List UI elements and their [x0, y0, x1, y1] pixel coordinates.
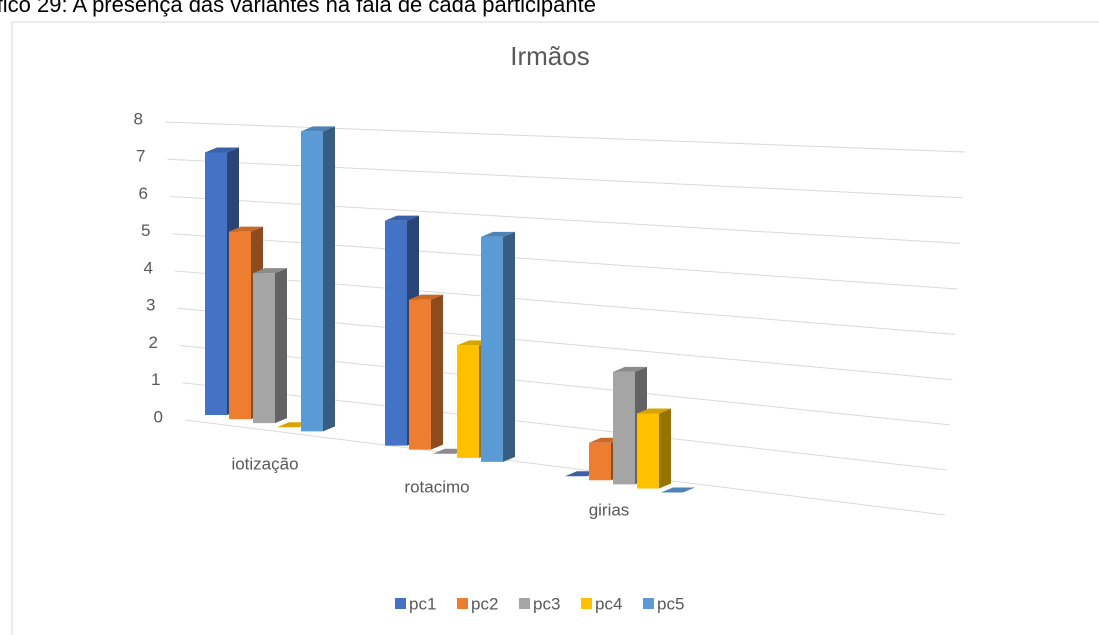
bar-front — [457, 345, 479, 458]
legend-swatch — [457, 598, 468, 609]
bar-front — [205, 152, 227, 415]
bar-top — [253, 268, 287, 274]
grid-line — [167, 158, 963, 199]
bar — [481, 231, 515, 462]
x-tick-label: girias — [589, 500, 630, 519]
bar-front — [613, 371, 635, 485]
bar-side — [323, 126, 335, 432]
bar-side — [659, 408, 671, 489]
bar — [253, 268, 287, 424]
legend-swatch — [581, 598, 592, 609]
bar-front — [385, 220, 407, 446]
chart-title: Irmãos — [510, 41, 589, 71]
legend-swatch — [643, 598, 654, 609]
bar — [409, 294, 443, 450]
legend-swatch — [395, 598, 406, 609]
legend-swatch — [519, 598, 530, 609]
bar-front — [637, 413, 659, 489]
y-tick-label: 0 — [154, 407, 163, 426]
grid-line — [179, 345, 951, 426]
grid-line — [164, 121, 966, 153]
bar-top — [301, 126, 335, 132]
legend-label: pc1 — [409, 594, 436, 613]
bar-front — [301, 131, 323, 432]
bar-top — [205, 147, 239, 153]
y-tick-label: 3 — [146, 296, 155, 315]
bar — [661, 487, 695, 493]
y-tick-label: 4 — [144, 258, 153, 277]
bar-side — [275, 268, 287, 424]
caption: Gráfico 29: A presença das variantes na … — [0, 0, 596, 17]
bar-front — [409, 299, 431, 450]
bar-side — [503, 231, 515, 462]
legend-label: pc2 — [471, 594, 498, 613]
bar-top — [613, 366, 647, 372]
y-tick-label: 2 — [149, 333, 158, 352]
x-tick-label: iotização — [231, 454, 298, 473]
y-tick-label: 5 — [141, 221, 150, 240]
bar — [637, 408, 671, 489]
grid-line — [184, 419, 946, 516]
bar-front — [589, 442, 611, 481]
y-tick-label: 7 — [136, 147, 145, 166]
bar-side — [431, 294, 443, 450]
bar-front — [253, 273, 275, 424]
chart-border — [11, 21, 1099, 635]
bar-top — [481, 231, 515, 237]
y-tick-label: 8 — [134, 109, 143, 128]
bar-top — [229, 226, 263, 232]
bar-top — [637, 408, 671, 414]
bar-top — [385, 215, 419, 221]
x-tick-label: rotacimo — [404, 477, 469, 496]
legend-label: pc5 — [657, 594, 684, 613]
legend-label: pc3 — [533, 594, 560, 613]
bar-top — [409, 294, 443, 300]
bar-front — [481, 236, 503, 462]
y-tick-label: 1 — [151, 370, 160, 389]
bar-front — [229, 231, 251, 420]
legend-label: pc4 — [595, 594, 622, 613]
grid-line — [169, 196, 961, 244]
bar — [301, 126, 335, 432]
grid-line — [177, 307, 953, 381]
y-tick-label: 6 — [139, 184, 148, 203]
bar-top — [661, 487, 695, 493]
